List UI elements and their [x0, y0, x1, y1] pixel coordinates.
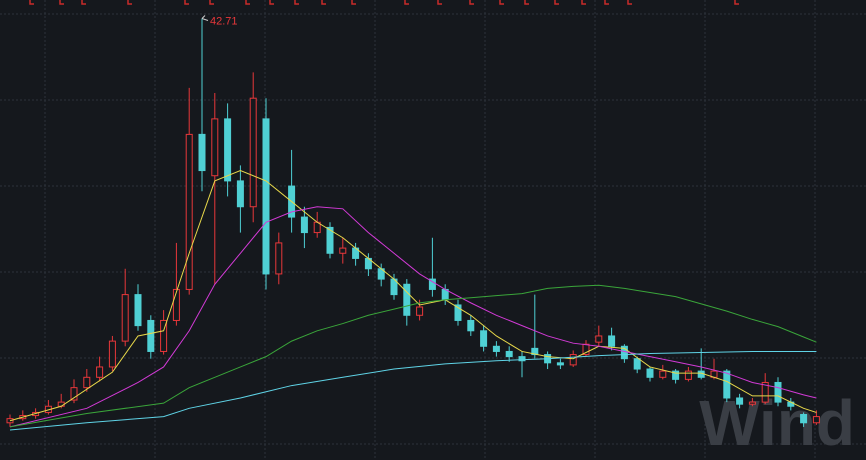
candle-body	[108, 340, 116, 368]
candle-body	[428, 278, 436, 290]
candle-body	[723, 370, 731, 399]
candle-body	[83, 376, 91, 389]
candle-body	[633, 358, 641, 370]
candle-body	[339, 247, 347, 254]
candle-body	[659, 370, 667, 378]
max-label: 42.71	[210, 16, 238, 28]
candle-body	[300, 216, 308, 234]
event-markers	[29, 0, 739, 5]
candle-body	[57, 401, 65, 407]
candle-body	[582, 343, 590, 356]
candle-body	[249, 97, 257, 208]
candle-body	[262, 118, 270, 275]
ma-line	[9, 350, 817, 431]
candle-body	[800, 414, 808, 424]
candle-body	[556, 362, 564, 366]
candle-body	[480, 330, 488, 347]
candle-body	[198, 133, 206, 172]
candle-body	[761, 381, 769, 403]
candle-body	[672, 370, 680, 380]
candle-body	[595, 335, 603, 343]
candle-body	[275, 242, 283, 275]
candle-body	[569, 354, 577, 366]
candle-body	[467, 319, 475, 332]
candle-body	[531, 347, 539, 356]
candle-body	[774, 381, 782, 403]
candle-body	[736, 397, 744, 405]
candle-body	[326, 226, 334, 254]
candle-body	[96, 366, 104, 378]
ma-line	[9, 206, 817, 428]
candle-body	[416, 306, 424, 316]
candle-body	[608, 335, 616, 347]
candle-body	[185, 133, 193, 290]
candle-body	[518, 356, 526, 362]
candle-body	[454, 304, 462, 321]
candle-body	[134, 294, 142, 327]
candle-body	[160, 319, 168, 352]
candle-body	[646, 368, 654, 378]
candle-body	[70, 387, 78, 401]
candle-body	[812, 416, 820, 424]
candle-body	[403, 283, 411, 316]
candle-body	[748, 401, 756, 405]
candle-body	[147, 319, 155, 352]
candle-body	[224, 118, 232, 182]
candle-body	[492, 345, 500, 352]
candle-body	[172, 288, 180, 321]
ma-line	[9, 284, 817, 428]
ma-line	[9, 170, 817, 422]
candle-body	[236, 180, 244, 208]
max-pointer	[201, 15, 209, 21]
candle-body	[211, 118, 219, 177]
candle-body	[684, 370, 692, 380]
candle-body	[505, 350, 513, 358]
candle-body	[121, 294, 129, 342]
